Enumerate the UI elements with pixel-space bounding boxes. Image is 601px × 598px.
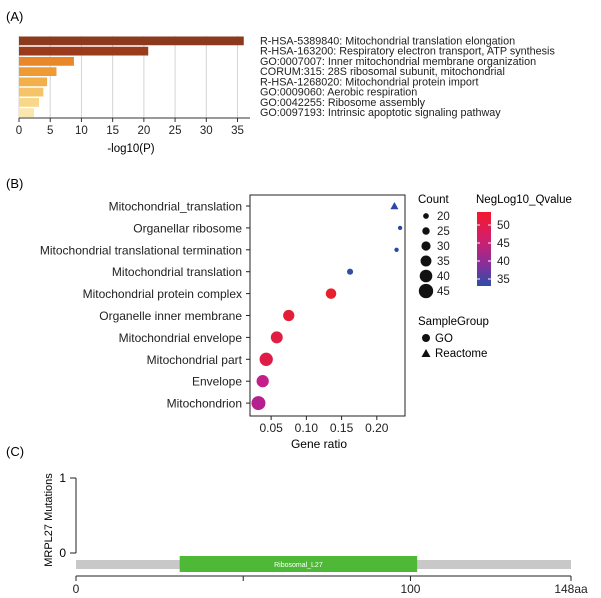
qvalue-tick-label: 40 [497, 256, 510, 268]
bubble-chart-xtick-label: 0.05 [259, 421, 283, 435]
protein-track: Ribosomal_L27 0 100 148aa [73, 556, 588, 596]
bubble-chart-frame [249, 194, 406, 417]
bubble-chart-xtick-label: 0.10 [295, 421, 319, 435]
lollipop-ytick-label-1: 1 [59, 471, 66, 485]
bar-term-label: GO:0007007: Inner mitochondrial membrane… [260, 56, 536, 68]
bubble-term-label: Organellar ribosome [133, 221, 242, 235]
bar [19, 67, 57, 76]
qvalue-legend: 50 45 40 35 [477, 220, 510, 286]
bar-chart-xtick-label: 0 [16, 125, 22, 137]
panel-label-b: (B) [6, 176, 23, 191]
bubble-point-go [256, 375, 269, 388]
bubble-point-go [259, 352, 273, 366]
bar-chart-xtick-label: 15 [106, 125, 119, 137]
qvalue-tick-label: 35 [497, 274, 510, 286]
count-legend-label: 25 [437, 226, 450, 238]
bubble-term-label: Organelle inner membrane [99, 309, 242, 323]
protein-axis-label: 0 [73, 582, 80, 596]
lollipop-ytick-label-0: 0 [59, 546, 66, 560]
bar-term-label: GO:0009060: Aerobic respiration [260, 87, 417, 99]
bubble-term-label: Mitochondrial envelope [119, 331, 243, 345]
qvalue-tick-label: 50 [497, 220, 510, 232]
bubble-term-label: Mitochondrial part [147, 353, 243, 367]
count-legend-dot [421, 241, 431, 251]
count-legend: 20 25 30 35 40 45 [418, 211, 450, 299]
bubble-point-go [270, 331, 283, 344]
lollipop-ylabel: MRPL27 Mutations [43, 473, 55, 567]
bar [19, 36, 244, 46]
group-legend-reactome-label: Reactome [435, 348, 487, 360]
bubble-chart-xtick-label: 0.15 [330, 421, 354, 435]
count-legend-label: 45 [437, 286, 450, 298]
bubble-point-go [394, 247, 399, 252]
count-legend-label: 35 [437, 256, 450, 268]
bubble-term-label: Mitochondrial translation [112, 265, 242, 279]
domain-block [179, 556, 418, 572]
bubble-term-label: Mitochondrion [167, 397, 242, 411]
bar-term-label: R-HSA-1268020: Mitochondrial protein imp… [260, 76, 478, 88]
group-legend-title: SampleGroup [418, 316, 489, 328]
group-legend-reactome-marker [421, 349, 431, 357]
protein-axis-label: 100 [400, 582, 420, 596]
bubble-point-go [347, 268, 354, 275]
bar [19, 108, 34, 117]
count-legend-dot [419, 269, 433, 283]
bubble-chart-xlabel: Gene ratio [291, 437, 347, 451]
count-legend-dot [418, 283, 434, 299]
bubble-point-go [325, 288, 337, 299]
bar [19, 87, 44, 97]
bar-term-label: R-HSA-5389840: Mitochondrial translation… [260, 35, 515, 47]
bar [19, 46, 149, 56]
count-legend-label: 20 [437, 211, 450, 223]
group-legend-go-marker [422, 334, 430, 342]
bubble-term-label: Mitochondrial_translation [109, 200, 242, 214]
qvalue-colorbar [477, 212, 491, 286]
bubble-chart: 0.05 0.10 0.15 0.20 Mitochondrial_translatio… [40, 194, 406, 435]
bar-chart-xtick-label: 30 [200, 125, 213, 137]
domain-label: Ribosomal_L27 [274, 562, 323, 569]
count-legend-dot [420, 255, 432, 267]
group-legend-go-label: GO [435, 333, 453, 345]
bar-chart: 0 5 10 15 20 25 30 35 R-HSA-5389840: Mitochondri… [16, 35, 556, 137]
bar [19, 77, 48, 87]
qvalue-legend-title: NegLog10_Qvalue [476, 194, 572, 206]
bubble-point-go [397, 225, 403, 231]
bar-chart-xtick-label: 5 [47, 125, 53, 137]
bar-term-label: CORUM:315: 28S ribosomal subunit, mitoch… [260, 66, 505, 78]
bubble-point-reactome [390, 201, 399, 210]
count-legend-dot [422, 227, 430, 235]
qvalue-tick-label: 45 [497, 238, 510, 250]
bubble-term-label: Mitochondrial translational termination [40, 243, 242, 257]
bar-chart-xtick-label: 25 [169, 125, 182, 137]
count-legend-dot [423, 213, 429, 219]
bar-chart-xtick-label: 20 [137, 125, 150, 137]
panel-label-a: (A) [6, 9, 23, 24]
bubble-chart-xtick-label: 0.20 [365, 421, 389, 435]
bar-term-label: GO:0097193: Intrinsic apoptotic signalin… [260, 107, 501, 119]
panel-label-c: (C) [6, 444, 24, 459]
bar-term-label: GO:0042255: Ribosome assembly [260, 97, 426, 109]
bubble-term-label: Envelope [192, 375, 242, 389]
bar-chart-xtick-label: 35 [231, 125, 244, 137]
bar [19, 57, 74, 66]
count-legend-label: 30 [437, 241, 450, 253]
bar-chart-xlabel: -log10(P) [107, 143, 154, 155]
count-legend-title: Count [418, 194, 449, 206]
bubble-term-label: Mitochondrial protein complex [83, 287, 242, 301]
count-legend-label: 40 [437, 271, 450, 283]
bar [19, 98, 39, 107]
bar-term-label: R-HSA-163200: Respiratory electron trans… [260, 46, 555, 58]
bar-chart-xtick-label: 10 [75, 125, 88, 137]
bubble-point-go [283, 309, 295, 322]
bubble-point-go [251, 396, 266, 411]
protein-axis-label: 148aa [554, 582, 588, 596]
